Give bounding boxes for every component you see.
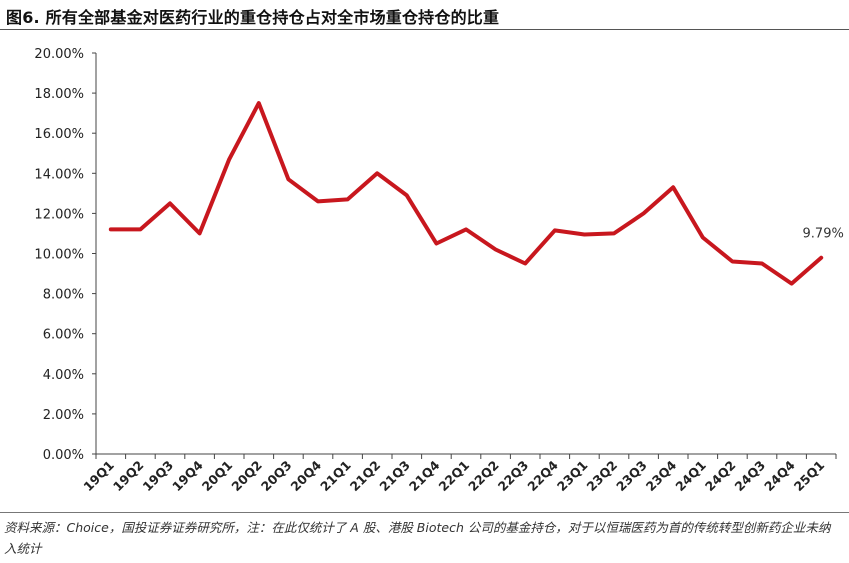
y-tick-label: 10.00% <box>34 248 84 263</box>
line-chart: 0.00% 2.00% 4.00% 6.00% 8.00% 10.00% 12.00% 14.… <box>34 47 844 494</box>
source-note: 资料来源：Choice，国投证券证券研究所，注：在此仅统计了 A 股、港股 Bi… <box>4 520 831 556</box>
y-tick-label: 18.00% <box>34 87 84 102</box>
x-tick-label: 24Q1 <box>672 458 709 495</box>
x-tick-label: 19Q2 <box>110 458 147 495</box>
data-label: 9.79% <box>803 227 844 242</box>
y-tick-label: 12.00% <box>34 207 84 222</box>
y-tick-label: 16.00% <box>34 127 84 142</box>
x-tick-label: 19Q1 <box>80 458 117 495</box>
chart-title: 图6. 所有全部基金对医药行业的重仓持仓占对全市场重仓持仓的比重 <box>6 8 500 27</box>
y-tick-label: 6.00% <box>43 328 84 343</box>
title-divider <box>0 29 849 30</box>
x-tick-label: 23Q4 <box>643 457 680 494</box>
x-tick-label: 23Q1 <box>554 458 591 495</box>
x-tick-label: 20Q1 <box>199 458 236 495</box>
x-tick-label: 20Q4 <box>288 457 325 494</box>
x-tick-label: 24Q3 <box>732 458 769 495</box>
x-tick-label: 25Q1 <box>791 458 828 495</box>
x-tick-label: 21Q4 <box>406 457 443 494</box>
x-tick-label: 20Q2 <box>228 458 265 495</box>
x-tick-label: 22Q2 <box>465 458 502 495</box>
x-tick-label: 20Q3 <box>258 458 295 495</box>
x-axis-tick-labels: 19Q119Q219Q319Q420Q120Q220Q320Q421Q121Q2… <box>80 457 827 494</box>
y-tick-label: 0.00% <box>43 448 84 463</box>
x-tick-label: 22Q1 <box>436 458 473 495</box>
y-tick-label: 8.00% <box>43 288 84 303</box>
data-series <box>108 101 824 286</box>
x-tick-label: 21Q3 <box>376 458 413 495</box>
x-tick-label: 21Q1 <box>317 458 354 495</box>
chart-axes <box>92 52 837 459</box>
x-tick-label: 22Q3 <box>495 458 532 495</box>
x-tick-label: 23Q3 <box>613 458 650 495</box>
y-axis-tick-labels: 0.00% 2.00% 4.00% 6.00% 8.00% 10.00% 12.00% 14.… <box>34 47 84 463</box>
x-tick-label: 22Q4 <box>524 457 561 494</box>
x-tick-label: 19Q4 <box>169 457 206 494</box>
x-tick-label: 24Q2 <box>702 458 739 495</box>
data-labels: 9.79% <box>803 227 844 242</box>
y-tick-label: 20.00% <box>34 47 84 62</box>
source-divider <box>0 512 849 513</box>
x-tick-label: 23Q2 <box>584 458 621 495</box>
x-tick-label: 24Q4 <box>761 457 798 494</box>
x-tick-label: 19Q3 <box>140 458 177 495</box>
x-tick-label: 21Q2 <box>347 458 384 495</box>
series-line <box>108 101 824 286</box>
y-tick-label: 4.00% <box>43 368 84 383</box>
y-tick-label: 2.00% <box>43 408 84 423</box>
y-tick-label: 14.00% <box>34 167 84 182</box>
